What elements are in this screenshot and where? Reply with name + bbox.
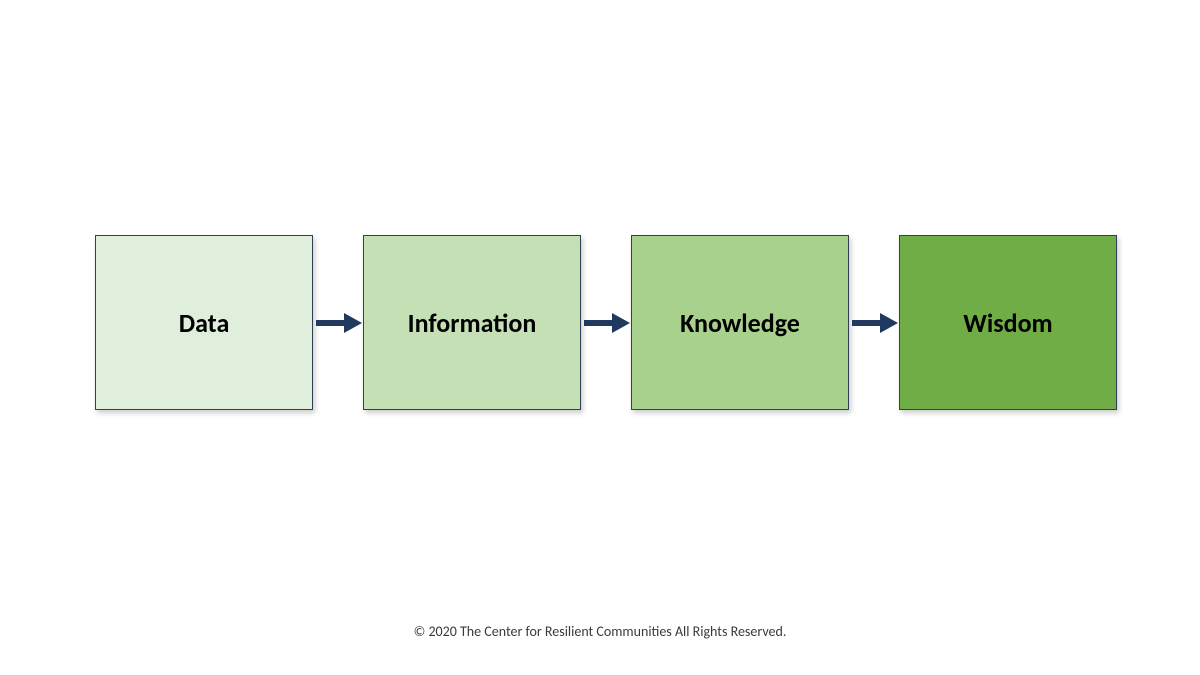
node-knowledge: Knowledge — [631, 235, 849, 410]
copyright-footer: © 2020 The Center for Resilient Communit… — [0, 623, 1200, 640]
node-knowledge-label: Knowledge — [680, 307, 800, 339]
node-wisdom: Wisdom — [899, 235, 1117, 410]
node-wisdom-label: Wisdom — [963, 307, 1052, 339]
node-information: Information — [363, 235, 581, 410]
arrow-2 — [581, 311, 631, 335]
node-information-label: Information — [408, 307, 537, 339]
arrow-right-icon — [314, 311, 362, 335]
node-data-label: Data — [179, 307, 230, 339]
dikw-flow: Data Information Knowledge Wisdom — [95, 235, 1117, 410]
arrow-3 — [849, 311, 899, 335]
arrow-right-icon — [582, 311, 630, 335]
arrow-right-icon — [850, 311, 898, 335]
arrow-1 — [313, 311, 363, 335]
node-data: Data — [95, 235, 313, 410]
